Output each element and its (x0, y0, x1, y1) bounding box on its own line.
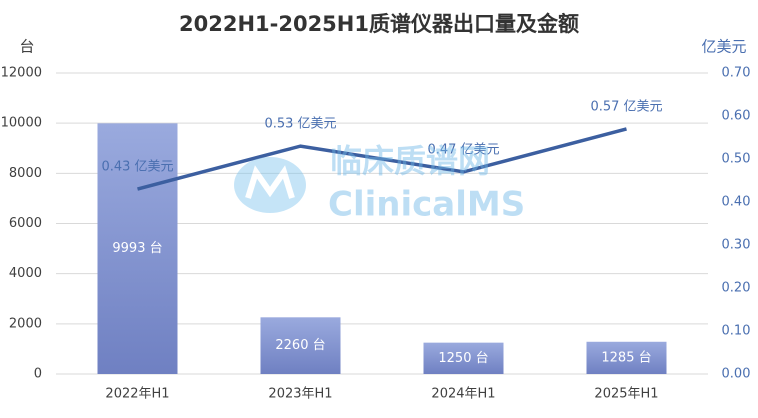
bar-value-label: 9993 台 (112, 241, 162, 256)
y-tick-label: 6000 (9, 216, 42, 231)
watermark-text: 临床质谱网 (330, 142, 490, 180)
x-tick-label: 2024年H1 (431, 387, 495, 402)
x-tick-label: 2023年H1 (268, 387, 332, 402)
y2-tick-label: 0.30 (722, 238, 751, 253)
watermark-text: ClinicalMS (328, 185, 525, 225)
bar (97, 123, 178, 374)
bar (260, 317, 341, 374)
y-axis-title: 台 (19, 38, 34, 56)
y2-tick-label: 0.10 (722, 324, 751, 339)
y2-tick-label: 0.50 (722, 152, 751, 167)
y2-tick-label: 0.00 (722, 367, 751, 382)
y2-tick-label: 0.40 (722, 195, 751, 210)
y2-axis-title: 亿美元 (701, 38, 746, 56)
line (137, 127, 627, 191)
y-tick-label: 0 (34, 367, 42, 382)
x-tick-label: 2025年H1 (594, 387, 658, 402)
y-tick-label: 12000 (1, 66, 42, 81)
line-value-label: 0.53 亿美元 (264, 117, 336, 132)
y-tick-label: 2000 (9, 316, 42, 331)
y2-tick-label: 0.20 (722, 281, 751, 296)
line-value-label: 0.47 亿美元 (427, 142, 499, 157)
bar (586, 341, 667, 374)
y2-tick-label: 0.70 (722, 66, 751, 81)
line-value-label: 0.43 亿美元 (101, 160, 173, 175)
y-tick-label: 8000 (9, 166, 42, 181)
y-tick-label: 10000 (1, 116, 42, 131)
watermark: 临床质谱网 ClinicalMS (234, 142, 525, 225)
x-tick-label: 2022年H1 (105, 387, 169, 402)
line-value-label: 0.57 亿美元 (590, 99, 662, 114)
bar (423, 342, 504, 374)
y2-tick-label: 0.60 (722, 109, 751, 124)
bar-value-label: 2260 台 (275, 338, 325, 353)
bar-value-label: 1285 台 (601, 350, 651, 365)
chart-title: 2022H1-2025H1质谱仪器出口量及金额 (179, 12, 579, 36)
bar-value-label: 1250 台 (438, 351, 488, 366)
y-tick-label: 4000 (9, 266, 42, 281)
